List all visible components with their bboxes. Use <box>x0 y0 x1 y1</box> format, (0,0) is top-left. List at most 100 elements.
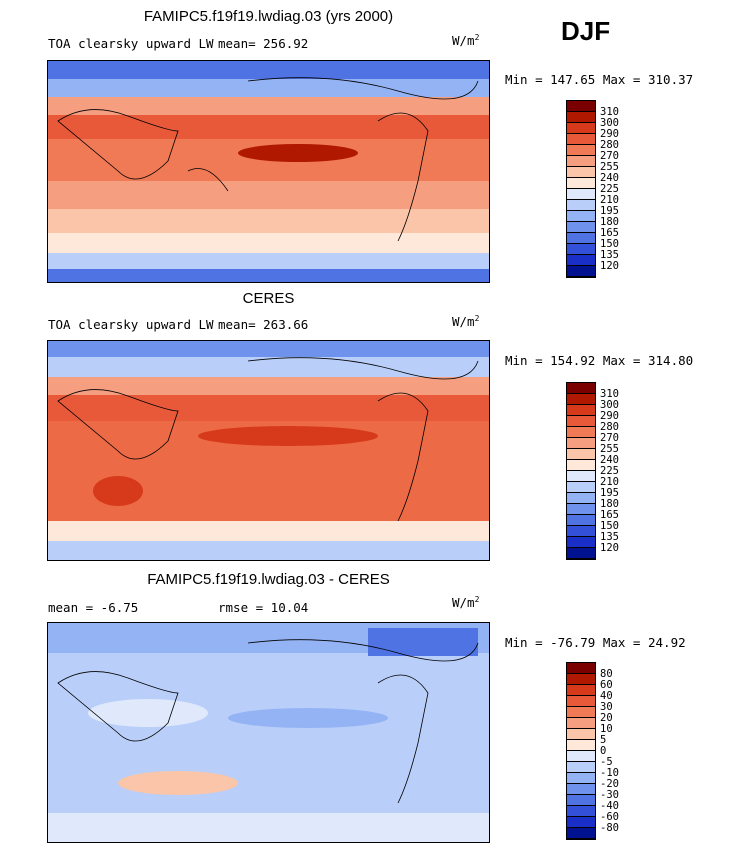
colorbar-label: 225 <box>600 183 619 195</box>
colorbar-label: 30 <box>600 701 613 713</box>
colorbar-swatch <box>567 222 595 233</box>
colorbar-swatch <box>567 255 595 266</box>
colorbar-label: 210 <box>600 476 619 488</box>
colorbar-swatch <box>567 405 595 416</box>
colorbar-swatch <box>567 112 595 123</box>
colorbar-swatch <box>567 515 595 526</box>
colorbar-swatch <box>567 828 595 839</box>
colorbar-swatch <box>567 471 595 482</box>
colorbar-swatch <box>567 178 595 189</box>
season-label: DJF <box>561 16 611 46</box>
colorbar-swatch <box>567 817 595 828</box>
panel2-colorbar: 310 300 290 280 270 255 240 225 210 195 180 165 150 1… <box>566 382 619 560</box>
panel1-colorbar: 310 300 290 280 270 255 240 225 210 195 180 165 150 1… <box>566 100 619 278</box>
panel3-map <box>47 622 490 843</box>
colorbar-label: 310 <box>600 388 619 400</box>
colorbar-swatch <box>567 189 595 200</box>
colorbar-label: 225 <box>600 465 619 477</box>
panel1-units: W/m2 <box>452 33 480 49</box>
colorbar-label: 270 <box>600 150 619 162</box>
panel3-title: FAMIPC5.f19f19.lwdiag.03 - CERES <box>147 571 390 588</box>
colorbar-swatch <box>567 427 595 438</box>
colorbar-label: 80 <box>600 668 613 680</box>
colorbar-swatch <box>567 762 595 773</box>
colorbar-swatch <box>567 526 595 537</box>
colorbar-label: 280 <box>600 421 619 433</box>
colorbar-label: -20 <box>600 778 619 790</box>
colorbar-swatch <box>567 156 595 167</box>
colorbar-label: 10 <box>600 723 613 735</box>
colorbar-swatch <box>567 707 595 718</box>
colorbar-swatch <box>567 482 595 493</box>
colorbar-swatch <box>567 696 595 707</box>
colorbar-swatch <box>567 663 595 674</box>
colorbar-swatch <box>567 383 595 394</box>
colorbar-swatch <box>567 101 595 112</box>
colorbar-label: 120 <box>600 260 619 272</box>
colorbar-swatch <box>567 504 595 515</box>
colorbar-label: 270 <box>600 432 619 444</box>
panel3-units: W/m2 <box>452 595 480 611</box>
colorbar-label: -10 <box>600 767 619 779</box>
colorbar-swatch <box>567 795 595 806</box>
colorbar-swatch <box>567 537 595 548</box>
panel3-colorbar: 80 60 40 30 20 10 5 0 -5 -10 -20 -30 -40 -60 -80 <box>566 662 619 840</box>
colorbar-swatch <box>567 751 595 762</box>
colorbar-label: -40 <box>600 800 619 812</box>
colorbar-swatch <box>567 740 595 751</box>
colorbar-swatch <box>567 394 595 405</box>
colorbar-label: 120 <box>600 542 619 554</box>
colorbar-label: 240 <box>600 172 619 184</box>
colorbar-label: -5 <box>600 756 613 768</box>
colorbar-label: 240 <box>600 454 619 466</box>
colorbar-swatch <box>567 266 595 277</box>
colorbar-swatch <box>567 449 595 460</box>
panel2-map <box>47 340 490 561</box>
colorbar-label: 195 <box>600 205 619 217</box>
colorbar-label: -80 <box>600 822 619 834</box>
colorbar-label: 40 <box>600 690 613 702</box>
colorbar-label: 165 <box>600 227 619 239</box>
colorbar-label: 135 <box>600 531 619 543</box>
colorbar-label: 0 <box>600 745 607 757</box>
colorbar-swatch <box>567 718 595 729</box>
colorbar-label: 255 <box>600 161 619 173</box>
panel1-map <box>47 60 490 283</box>
colorbar-swatch <box>567 233 595 244</box>
colorbar-label: 180 <box>600 498 619 510</box>
colorbar-label: 150 <box>600 520 619 532</box>
colorbar-swatch <box>567 548 595 559</box>
colorbar-swatch <box>567 438 595 449</box>
colorbar-swatch <box>567 211 595 222</box>
colorbar-label: 300 <box>600 117 619 129</box>
colorbar-label: 195 <box>600 487 619 499</box>
colorbar-label: 280 <box>600 139 619 151</box>
colorbar-swatch <box>567 729 595 740</box>
panel1-title: FAMIPC5.f19f19.lwdiag.03 (yrs 2000) <box>143 8 394 25</box>
colorbar-label: 20 <box>600 712 613 724</box>
colorbar-swatch <box>567 123 595 134</box>
colorbar-label: 300 <box>600 399 619 411</box>
colorbar-label: 135 <box>600 249 619 261</box>
colorbar-swatch <box>567 674 595 685</box>
panel2-field-label: TOA clearsky upward LW <box>48 317 214 332</box>
panel2-units: W/m2 <box>452 314 480 330</box>
colorbar-label: 165 <box>600 509 619 521</box>
colorbar-label: 150 <box>600 238 619 250</box>
colorbar-swatch <box>567 244 595 255</box>
colorbar-swatch <box>567 416 595 427</box>
panel1-field-label: TOA clearsky upward LW <box>48 36 214 51</box>
panel1-map-svg <box>48 61 489 282</box>
colorbar-swatch <box>567 685 595 696</box>
colorbar-swatch <box>567 493 595 504</box>
colorbar-swatch <box>567 134 595 145</box>
panel2-mean: mean= 263.66 <box>218 317 309 332</box>
colorbar-label: 60 <box>600 679 613 691</box>
panel1-minmax: Min = 147.65 Max = 310.37 <box>505 72 694 87</box>
panel2-title: CERES <box>242 290 295 307</box>
colorbar-label: 290 <box>600 410 619 422</box>
panel3-map-svg <box>48 623 489 842</box>
panel3-mean: mean = -6.75 <box>48 600 139 615</box>
colorbar-label: -30 <box>600 789 619 801</box>
panel3-rmse: rmse = 10.04 <box>218 600 309 615</box>
